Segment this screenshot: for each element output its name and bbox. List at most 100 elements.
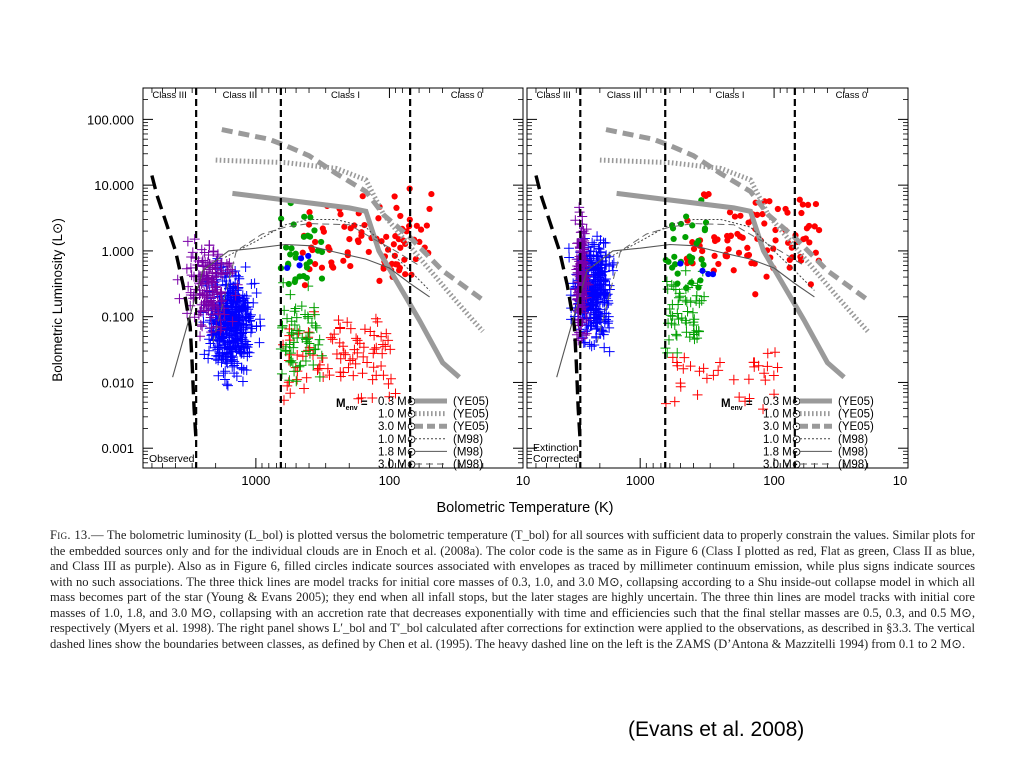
- data-point-plus: [230, 331, 241, 342]
- data-point-plus: [334, 337, 345, 348]
- panel-left: Class III Class II Class I Class 0 100.000 10…: [87, 87, 530, 488]
- data-point-circle: [714, 236, 721, 243]
- data-point-circle: [378, 238, 385, 245]
- data-point-plus: [749, 357, 760, 368]
- data-point-plus: [347, 353, 358, 364]
- data-point-circle: [340, 257, 347, 264]
- data-point-circle: [341, 223, 348, 230]
- data-point-plus: [186, 251, 197, 262]
- data-point-plus: [714, 357, 725, 368]
- data-point-plus: [664, 303, 675, 314]
- data-point-plus: [372, 316, 383, 327]
- data-point-circle: [306, 209, 313, 216]
- data-point-plus: [667, 311, 678, 322]
- data-point-circle: [772, 237, 779, 244]
- data-point-circle: [735, 249, 743, 256]
- class-label: Class 0: [451, 90, 483, 101]
- data-point-plus: [589, 339, 600, 350]
- data-point-plus: [331, 348, 342, 359]
- data-point-plus: [201, 289, 212, 300]
- data-point-plus: [219, 374, 230, 385]
- legend-title-equals: =: [743, 398, 753, 410]
- data-point-plus: [673, 314, 684, 325]
- data-point-plus: [600, 237, 611, 248]
- data-point-circle: [287, 251, 294, 258]
- data-point-plus: [306, 318, 317, 329]
- data-point-plus: [680, 315, 691, 326]
- data-point-plus: [237, 376, 248, 387]
- class-label: Class 0: [836, 90, 868, 101]
- data-point-circle: [698, 256, 705, 263]
- data-point-circle: [725, 246, 732, 253]
- data-point-circle: [668, 222, 676, 229]
- data-point-plus: [760, 375, 771, 386]
- axes-frame: [526, 87, 909, 469]
- legend-model-label: (YE05): [453, 396, 489, 408]
- data-point-plus: [310, 344, 321, 355]
- x-tick-label: 10: [893, 473, 907, 488]
- data-point-plus: [338, 347, 349, 358]
- data-point-plus: [349, 344, 360, 355]
- data-point-plus: [300, 346, 311, 357]
- legend-mass-label: 1.8 M⊙: [763, 446, 801, 458]
- data-point-circle: [397, 244, 404, 251]
- data-point-plus: [357, 368, 368, 379]
- data-point-circle: [328, 259, 335, 266]
- legend-mass-label: 3.0 M⊙: [378, 421, 416, 433]
- data-point-plus: [203, 267, 214, 278]
- zams-track: [150, 175, 198, 444]
- data-point-plus: [672, 360, 683, 371]
- ye05-1.0-track: [215, 157, 485, 333]
- data-point-circle: [412, 255, 419, 263]
- data-point-plus: [768, 370, 779, 381]
- data-point-plus: [371, 342, 382, 353]
- data-point-plus: [713, 365, 724, 376]
- data-point-plus: [734, 392, 745, 403]
- data-point-plus: [586, 341, 597, 352]
- data-point-circle: [428, 190, 435, 198]
- data-point-plus: [762, 361, 773, 372]
- data-point-plus: [335, 367, 346, 378]
- data-point-circle: [804, 201, 812, 208]
- data-point-plus: [294, 361, 305, 372]
- data-point-circle: [739, 234, 746, 241]
- data-point-plus: [197, 321, 208, 332]
- data-point-plus: [368, 348, 379, 359]
- data-point-plus: [246, 321, 257, 332]
- class-label: Class II: [607, 90, 639, 101]
- data-point-circle: [807, 281, 814, 288]
- data-point-plus: [304, 338, 315, 349]
- data-point-plus: [208, 272, 219, 283]
- data-point-plus: [744, 393, 755, 404]
- caption-lead: Fig. 13.—: [50, 528, 104, 542]
- y-axis-label: Bolometric Luminosity (L⊙): [50, 218, 65, 382]
- data-point-plus: [317, 353, 328, 364]
- data-point-plus: [588, 305, 599, 316]
- data-point-plus: [230, 290, 241, 301]
- data-point-plus: [590, 283, 601, 294]
- data-point-circle: [665, 258, 672, 265]
- class-label: Class I: [716, 90, 745, 101]
- data-point-plus: [356, 392, 367, 403]
- data-point-plus: [671, 330, 682, 341]
- data-point-plus: [217, 331, 228, 342]
- data-point-circle: [724, 237, 731, 244]
- data-point-plus: [607, 259, 618, 270]
- data-point-plus: [226, 346, 237, 357]
- data-point-plus: [593, 251, 604, 262]
- data-point-plus: [210, 281, 221, 292]
- legend-title-subscript: env: [731, 405, 743, 412]
- data-point-plus: [580, 307, 591, 318]
- data-point-plus: [570, 215, 581, 226]
- data-point-plus: [663, 334, 674, 345]
- data-point-circle: [688, 279, 695, 286]
- data-point-circle: [751, 260, 758, 267]
- data-point-plus: [203, 353, 214, 364]
- data-point-circle: [782, 205, 789, 213]
- data-point-plus: [335, 371, 346, 382]
- data-point-plus: [213, 308, 224, 319]
- m98-1.0-track: [609, 219, 815, 291]
- data-point-circle: [299, 249, 306, 256]
- legend-model-label: (M98): [838, 459, 868, 471]
- data-point-plus: [216, 296, 227, 307]
